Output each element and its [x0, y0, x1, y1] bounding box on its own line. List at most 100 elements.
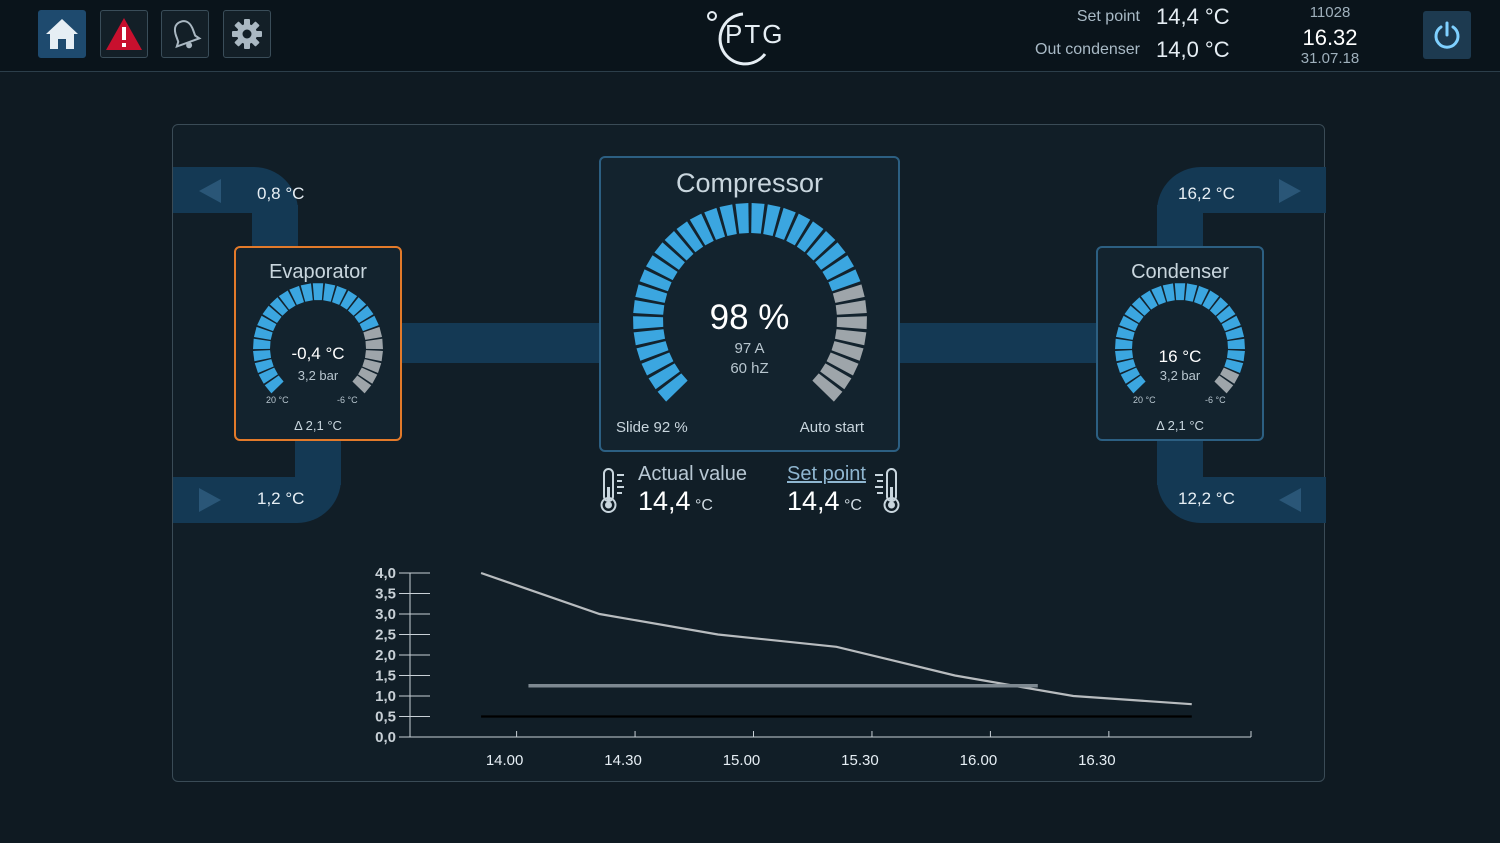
ptg-logo: PTG: [703, 10, 799, 66]
condenser-pipe-bottom-riser: [1157, 441, 1203, 485]
evaporator-card[interactable]: Evaporator -0,4 °C 3,2 bar 20 °C -6 °C Δ…: [234, 246, 402, 441]
evaporator-pipe-bottom-riser: [295, 441, 341, 485]
gauge-segment: [1209, 297, 1229, 316]
gauge-segment: [832, 284, 865, 303]
flow-arrow-left-icon: [199, 179, 221, 203]
compressor-condenser-pipe: [899, 323, 1097, 363]
chart-x-tick-label: 15.30: [841, 752, 879, 769]
gauge-segment: [253, 326, 273, 340]
gauge-segment: [1115, 350, 1134, 362]
chart-y-tick-label: 3,5: [375, 586, 396, 603]
gauge-segment: [1140, 290, 1158, 310]
gauge-segment: [831, 341, 864, 361]
gauge-segment: [332, 285, 347, 305]
gauge-segment: [1151, 285, 1166, 305]
gauge-segment: [719, 204, 737, 236]
gauge-segment: [257, 315, 277, 332]
alarm-button[interactable]: [100, 10, 148, 58]
gauge-segment: [1216, 305, 1236, 323]
actual-value-unit: °C: [695, 497, 713, 514]
chart-y-tick-label: 0,5: [375, 709, 396, 726]
gauge-segment: [1224, 359, 1244, 373]
gauge-segment: [763, 204, 781, 236]
gauge-segment: [1115, 326, 1135, 340]
condenser-pipe-top-riser: [1157, 205, 1203, 247]
gauge-segment: [362, 359, 382, 373]
gauge-segment: [704, 207, 726, 240]
condenser-card[interactable]: Condenser 16 °C 3,2 bar 20 °C -6 °C Δ 2,…: [1096, 246, 1264, 441]
gauge-segment: [657, 373, 688, 402]
compressor-frequency: 60 hZ: [730, 360, 769, 377]
gauge-segment: [812, 373, 843, 402]
gauge-segment: [1214, 375, 1234, 394]
power-button[interactable]: [1423, 11, 1471, 59]
gauge-segment: [664, 231, 694, 261]
compressor-mode: Auto start: [799, 419, 864, 436]
clock-time: 16.32: [1302, 25, 1358, 50]
compressor-current: 97 A: [734, 340, 765, 357]
compressor-card[interactable]: Compressor 98 % 97 A 60 hZ Slide 92 % Au…: [599, 156, 900, 452]
notifications-button[interactable]: [161, 10, 209, 58]
actual-value-block: Actual value 14,4 °C: [638, 463, 747, 517]
home-button[interactable]: [38, 10, 86, 58]
setpoint-link[interactable]: Set point: [787, 463, 866, 485]
actual-value-label: Actual value: [638, 463, 747, 485]
condenser-pressure: 3,2 bar: [1159, 368, 1201, 383]
gauge-segment: [774, 207, 796, 240]
actual-value: 14,4: [638, 486, 691, 516]
evaporator-compressor-pipe: [401, 323, 601, 363]
process-panel: 0,8 °C 1,2 °C 16,2 °C 12,2 °C Evaporator…: [172, 124, 1326, 782]
gauge-segment: [635, 284, 668, 303]
gauge-segment: [815, 242, 846, 270]
svg-text:PTG: PTG: [725, 19, 784, 49]
gauge-segment: [1162, 283, 1175, 302]
gauge-segment: [253, 350, 272, 362]
gauge-segment: [633, 316, 664, 330]
evaporator-inlet-temp: 0,8 °C: [257, 184, 305, 203]
gauge-segment: [636, 341, 669, 361]
gauge-segment: [254, 359, 274, 373]
chart-x-tick-label: 16.30: [1078, 752, 1116, 769]
gauge-segment: [646, 255, 678, 281]
gauge-segment: [363, 326, 383, 340]
gauge-segment: [639, 269, 672, 292]
evaporator-scale-max: -6 °C: [337, 395, 358, 405]
gauge-segment: [1126, 375, 1146, 394]
compressor-percent: 98 %: [709, 298, 790, 337]
gauge-segment: [1119, 315, 1139, 332]
gauge-segment: [828, 269, 861, 292]
gauge-segment: [1120, 367, 1140, 384]
evaporator-pipe-top-riser: [252, 205, 298, 247]
gauge-segment: [1227, 338, 1245, 350]
gauge-segment: [1194, 285, 1209, 305]
chart-y-tick-label: 1,0: [375, 688, 396, 705]
condenser-gauge: [1115, 283, 1245, 394]
condenser-delta: Δ 2,1 °C: [1156, 418, 1204, 433]
gauge-segment: [278, 290, 296, 310]
gauge-segment: [633, 329, 666, 346]
gauge-segment: [676, 221, 704, 253]
gauge-segment: [269, 297, 289, 316]
setpoint-label: Set point: [1076, 8, 1140, 25]
gauge-segment: [262, 305, 282, 323]
evaporator-gauge: [253, 283, 383, 394]
chart-series-line: [480, 571, 1192, 706]
flow-arrow-right-icon: [1279, 179, 1301, 203]
settings-button[interactable]: [223, 10, 271, 58]
gauge-segment: [820, 363, 852, 390]
gauge-segment: [258, 367, 278, 384]
compressor-gauge: [633, 203, 867, 402]
gauge-segment: [1115, 338, 1133, 350]
chart-y-tick-label: 3,0: [375, 606, 396, 623]
gauge-segment: [796, 221, 824, 253]
gauge-segment: [648, 363, 680, 390]
clock-date: 31.07.18: [1300, 50, 1360, 67]
gauge-segment: [1220, 367, 1240, 384]
gauge-segment: [1174, 283, 1186, 301]
trend-chart: 4,0 3,5 3,0 2,5 2,0 1,5 1,0 0,5 0,0 14.00 14.30 15.…: [375, 565, 1252, 769]
gear-icon: [232, 19, 262, 49]
home-icon: [46, 19, 78, 49]
gauge-segment: [806, 231, 836, 261]
gauge-segment: [641, 352, 674, 376]
gauge-segment: [347, 297, 367, 316]
